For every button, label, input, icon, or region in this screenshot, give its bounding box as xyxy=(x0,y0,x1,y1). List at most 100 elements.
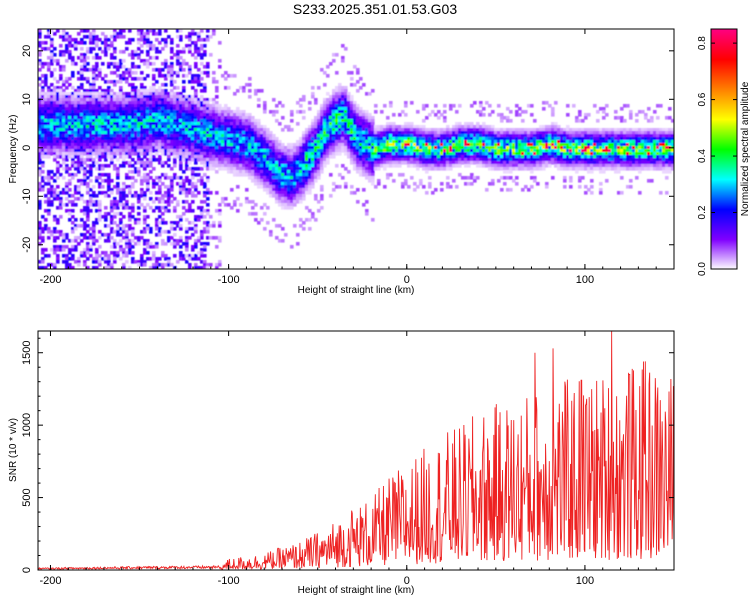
spectrogram-cell xyxy=(275,200,279,204)
spectrogram-cell xyxy=(365,167,369,171)
spectrogram-cell xyxy=(329,125,333,129)
spectrogram-cell xyxy=(101,164,105,168)
spectrogram-cell xyxy=(146,89,150,93)
spectrogram-cell xyxy=(47,191,51,195)
spectrogram-cell xyxy=(164,83,168,87)
spectrogram-cell xyxy=(299,179,303,183)
spectrogram-cell xyxy=(317,86,321,90)
spectrogram-cell xyxy=(116,230,120,234)
spectrogram-cell xyxy=(146,149,150,153)
spectrogram-cell xyxy=(437,134,441,138)
spectrogram-cell xyxy=(149,242,153,246)
spectrogram-cell xyxy=(248,134,252,138)
spectrogram-cell xyxy=(311,170,315,174)
spectrogram-cell xyxy=(155,50,159,54)
spectrogram-cell xyxy=(170,110,174,114)
spectrogram-cell xyxy=(98,245,102,249)
spectrogram-cell xyxy=(155,92,159,96)
spectrogram-cell xyxy=(311,182,315,186)
spectrogram-cell xyxy=(203,173,207,177)
spectrogram-cell xyxy=(344,116,348,120)
spectrogram-cell xyxy=(65,152,69,156)
spectrogram-cell xyxy=(461,146,465,150)
spectrogram-cell xyxy=(143,128,147,132)
spectrogram-cell xyxy=(119,134,123,138)
spectrogram-cell xyxy=(56,230,60,234)
spectrogram-cell xyxy=(332,116,336,120)
spectrogram-cell xyxy=(467,143,471,147)
spectrogram-cell xyxy=(359,86,363,90)
spectrogram-cell xyxy=(161,128,165,132)
spectrogram-cell xyxy=(218,131,222,135)
spectrogram-cell xyxy=(389,161,393,165)
spectrogram-cell xyxy=(449,164,453,168)
spectrogram-cell xyxy=(86,122,90,126)
spectrogram-cell xyxy=(206,161,210,165)
spectrogram-cell xyxy=(74,197,78,201)
spectrogram-cell xyxy=(233,140,237,144)
spectrogram-cell xyxy=(413,182,417,186)
spectrogram-cell xyxy=(110,95,114,99)
spectrogram-cell xyxy=(152,167,156,171)
spectrogram-cell xyxy=(140,131,144,135)
spectrogram-cell xyxy=(137,170,141,174)
spectrogram-cell xyxy=(92,143,96,147)
spectrogram-cell xyxy=(179,227,183,231)
spectrogram-cell xyxy=(425,149,429,153)
spectrogram-cell xyxy=(143,263,147,267)
spectrogram-cell xyxy=(458,173,462,177)
spectrogram-cell xyxy=(92,191,96,195)
spectrogram-cell xyxy=(389,128,393,132)
spectrogram-cell xyxy=(188,107,192,111)
spectrogram-cell xyxy=(116,92,120,96)
spectrogram-cell xyxy=(98,146,102,150)
spectrogram-cell xyxy=(359,131,363,135)
spectrogram-cell xyxy=(62,128,66,132)
spectrogram-cell xyxy=(170,80,174,84)
spectrogram-cell xyxy=(266,188,270,192)
spectrogram-cell xyxy=(125,245,129,249)
spectrogram-cell xyxy=(359,77,363,81)
spectrogram-cell xyxy=(461,134,465,138)
spectrogram-cell xyxy=(392,158,396,162)
spectrogram-cell xyxy=(260,158,264,162)
spectrogram-cell xyxy=(89,110,93,114)
spectrogram-cell xyxy=(77,242,81,246)
spectrogram-cell xyxy=(167,74,171,78)
spectrogram-cell xyxy=(329,95,333,99)
spectrogram-cell xyxy=(77,161,81,165)
spectrogram-cell xyxy=(167,95,171,99)
spectrogram-cell xyxy=(389,149,393,153)
spectrogram-cell xyxy=(479,101,483,105)
spectrogram-cell xyxy=(485,149,489,153)
spectrogram-cell xyxy=(239,152,243,156)
spectrogram-cell xyxy=(113,32,117,36)
spectrogram-cell xyxy=(155,107,159,111)
spectrogram-cell xyxy=(215,164,219,168)
spectrogram-cell xyxy=(188,35,192,39)
spectrogram-cell xyxy=(218,140,222,144)
spectrogram-cell xyxy=(182,182,186,186)
spectrogram-cell xyxy=(116,173,120,177)
spectrogram-cell xyxy=(263,182,267,186)
spectrogram-cell xyxy=(170,89,174,93)
spectrogram-cell xyxy=(302,155,306,159)
spectrogram-cell xyxy=(311,149,315,153)
spectrogram-cell xyxy=(59,140,63,144)
spectrogram-cell xyxy=(164,263,168,267)
spectrogram-cell xyxy=(179,143,183,147)
spectrogram-cell xyxy=(272,179,276,183)
spectrogram-cell xyxy=(257,173,261,177)
spectrogram-cell xyxy=(215,158,219,162)
spectrogram-cell xyxy=(155,110,159,114)
spectrogram-cell xyxy=(122,230,126,234)
spectrogram-cell xyxy=(317,161,321,165)
spectrogram-cell xyxy=(92,113,96,117)
spectrogram-cell xyxy=(278,161,282,165)
spectrogram-cell xyxy=(95,77,99,81)
spectrogram-cell xyxy=(113,50,117,54)
spectrogram-cell xyxy=(398,128,402,132)
spectrogram-cell xyxy=(158,104,162,108)
spectrogram-cell xyxy=(140,35,144,39)
spectrogram-cell xyxy=(200,95,204,99)
